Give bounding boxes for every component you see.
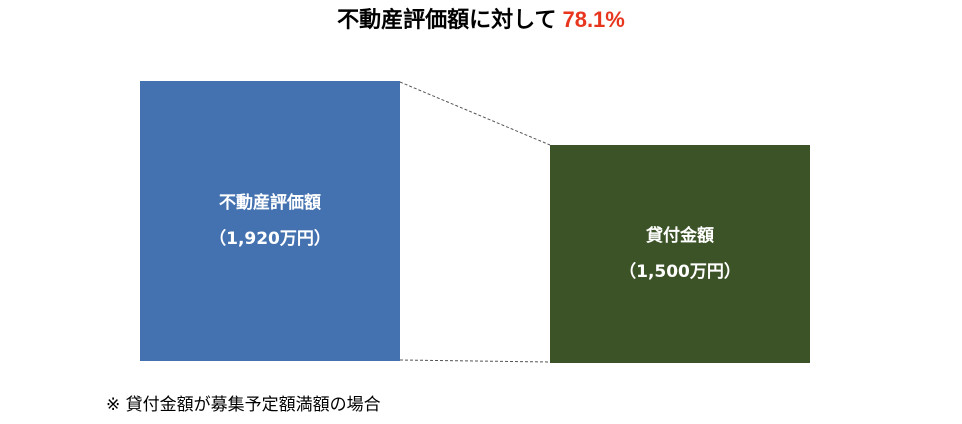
bottom-connector-line xyxy=(399,359,551,363)
page-title: 不動産評価額に対して 78.1% xyxy=(0,2,962,39)
loan-amount-box: 貸付金額 （1,500万円） xyxy=(550,145,810,363)
property-value-label: 不動産評価額 xyxy=(219,193,321,213)
top-connector-line xyxy=(399,81,551,146)
footnote: ※ 貸付金額が募集予定額満額の場合 xyxy=(106,395,381,415)
loan-amount-label: 貸付金額 xyxy=(646,226,714,246)
property-value-amount: （1,920万円） xyxy=(209,229,331,249)
title-text: 不動産評価額に対して xyxy=(337,8,557,33)
loan-amount-value: （1,500万円） xyxy=(619,262,741,282)
loan-to-value-ratio: 78.1% xyxy=(562,7,625,32)
property-value-box: 不動産評価額 （1,920万円） xyxy=(140,81,400,361)
